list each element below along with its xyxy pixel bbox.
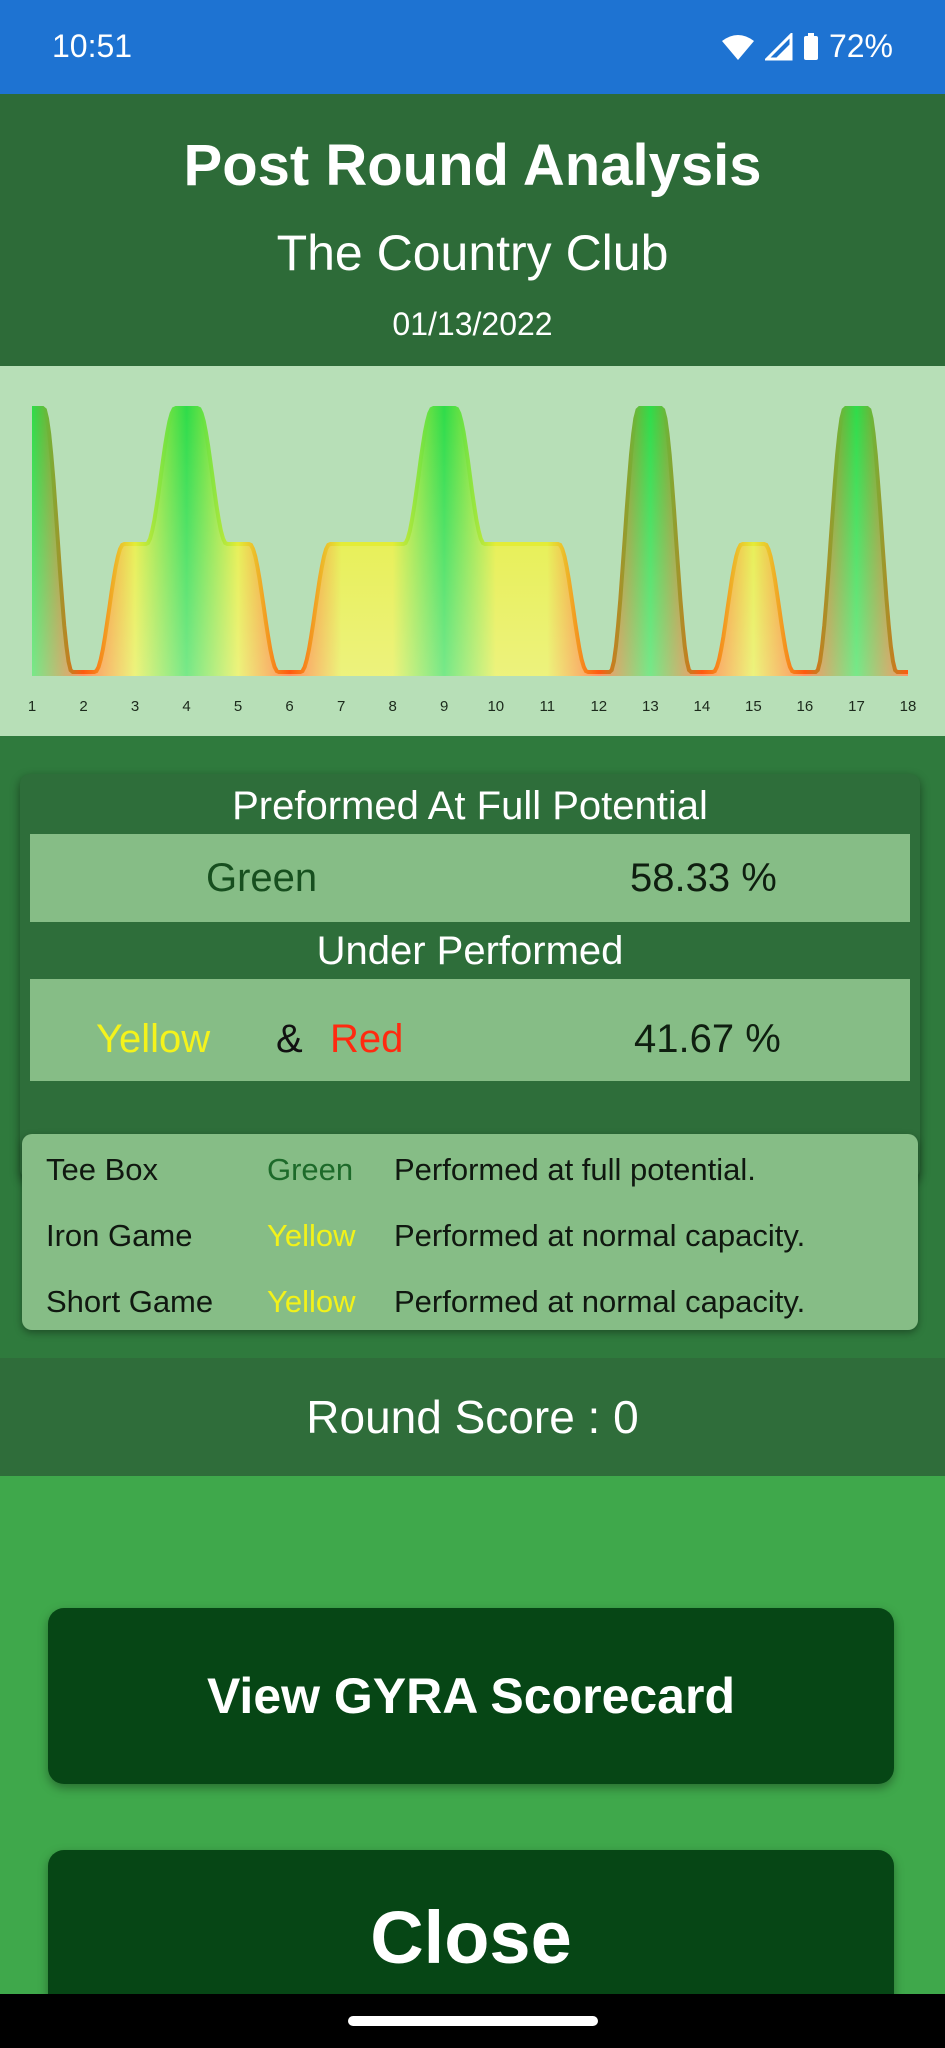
chart-svg: 1 2 3 4 5 6 7 8 9 10 11 12 13 14 15 16 17 18 — [28, 406, 917, 715]
view-scorecard-button[interactable]: View GYRA Scorecard — [48, 1608, 894, 1784]
yellow-label: Yellow — [96, 1017, 211, 1061]
header: Post Round Analysis The Country Club 01/… — [0, 94, 945, 366]
area-rating: Green — [267, 1152, 354, 1187]
full-potential-row: Green 58.33 % — [30, 834, 910, 922]
battery-percent: 72% — [828, 28, 893, 64]
hole-tick-label: 18 — [900, 698, 917, 715]
under-percent: 41.67 % — [634, 1017, 781, 1061]
course-name: The Country Club — [276, 225, 669, 281]
area-note: Performed at full potential. — [394, 1152, 756, 1187]
hole-tick-label: 7 — [337, 698, 345, 715]
detail-row-tee-box: Tee Box Green Performed at full potentia… — [22, 1140, 918, 1200]
hole-tick-label: 6 — [285, 698, 293, 715]
home-gesture-handle[interactable] — [348, 2016, 598, 2026]
detail-row-short-game: Short Game Yellow Performed at normal ca… — [22, 1272, 918, 1332]
area-note: Performed at normal capacity. — [394, 1284, 806, 1319]
hole-tick-label: 15 — [745, 698, 762, 715]
hole-tick-label: 14 — [694, 698, 711, 715]
hole-tick-label: 11 — [540, 698, 556, 715]
hole-tick-label: 12 — [590, 698, 607, 715]
hole-tick-label: 16 — [797, 698, 814, 715]
performance-summary: Preformed At Full Potential Green 58.33 … — [20, 774, 920, 1179]
hole-tick-label: 9 — [440, 698, 448, 715]
area-rating: Yellow — [267, 1218, 356, 1253]
battery-icon — [803, 32, 818, 60]
under-performed-heading: Under Performed — [316, 929, 624, 973]
under-performed-row: Yellow & Red 41.67 % — [30, 979, 910, 1081]
full-potential-heading: Preformed At Full Potential — [232, 784, 708, 828]
hole-tick-label: 10 — [487, 698, 504, 715]
status-bar: 10:51 72% — [0, 0, 945, 94]
cellular-signal-icon — [764, 32, 793, 60]
area-label: Tee Box — [46, 1152, 159, 1187]
detail-row-iron-game: Iron Game Yellow Performed at normal cap… — [22, 1206, 918, 1266]
hole-tick-label: 8 — [389, 698, 397, 715]
area-label: Short Game — [46, 1284, 214, 1319]
ampersand: & — [276, 1017, 303, 1061]
area-note: Performed at normal capacity. — [394, 1218, 806, 1253]
page-title: Post Round Analysis — [183, 133, 762, 198]
chart-area-shade — [32, 408, 908, 676]
hole-performance-chart: 1 2 3 4 5 6 7 8 9 10 11 12 13 14 15 16 17 18 — [0, 366, 945, 736]
area-rating: Yellow — [267, 1284, 356, 1319]
green-percent: 58.33 % — [630, 856, 777, 900]
round-date: 01/13/2022 — [392, 306, 553, 342]
status-time: 10:51 — [52, 28, 133, 64]
red-label: Red — [330, 1017, 404, 1061]
green-label: Green — [206, 856, 318, 900]
wifi-icon — [721, 34, 754, 60]
area-label: Iron Game — [46, 1218, 193, 1253]
app-screen: Post Round Analysis The Country Club 01/… — [0, 94, 945, 2026]
hole-tick-label: 5 — [234, 698, 242, 715]
hole-tick-label: 13 — [642, 698, 659, 715]
system-nav-bar — [0, 1994, 945, 2048]
hole-tick-label: 4 — [182, 698, 190, 715]
hole-tick-label: 1 — [28, 698, 36, 715]
game-area-breakdown: Tee Box Green Performed at full potentia… — [22, 1134, 918, 1330]
chart-line — [32, 406, 908, 674]
status-icons: 72% — [721, 28, 893, 65]
actions-area: View GYRA Scorecard Close — [0, 1476, 945, 2026]
hole-tick-label: 2 — [79, 698, 87, 715]
hole-tick-label: 17 — [848, 698, 865, 715]
hole-tick-label: 3 — [131, 698, 139, 715]
round-score: Round Score : 0 — [0, 1358, 945, 1476]
